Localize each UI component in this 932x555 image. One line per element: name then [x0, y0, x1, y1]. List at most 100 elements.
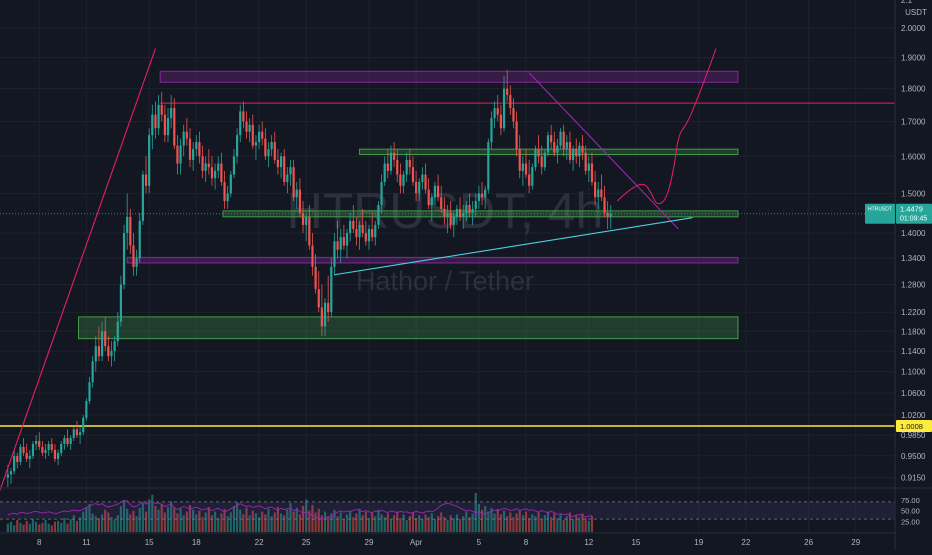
candle-body: [283, 156, 286, 183]
candle-body: [389, 152, 393, 171]
currency-label: USDT: [905, 8, 927, 17]
candle-body: [289, 167, 292, 175]
volume-bar: [521, 515, 524, 532]
price-tick-label: 1.6000: [901, 152, 926, 161]
symbol-label-box: [865, 203, 895, 224]
volume-bar: [201, 517, 204, 532]
symbol-label: HTRUSDT: [868, 207, 892, 213]
candle-body: [468, 205, 471, 213]
candle-body: [60, 443, 63, 453]
candle-body: [188, 138, 192, 160]
volume-bar: [411, 512, 415, 532]
candle-body: [465, 205, 468, 213]
candle-body: [279, 156, 283, 168]
volume-bar: [279, 513, 283, 532]
volume-bar: [245, 507, 248, 532]
volume-bar: [559, 514, 562, 532]
candle-body: [371, 228, 374, 238]
volume-bar: [367, 518, 371, 532]
volume-bar: [314, 512, 317, 532]
volume-bar: [418, 515, 421, 532]
candle-body: [261, 131, 264, 139]
candle-body: [430, 197, 433, 206]
candle-body: [449, 212, 452, 225]
candle-body: [399, 174, 402, 186]
volume-bar: [72, 515, 75, 532]
volume-bar: [173, 507, 176, 532]
volume-bar: [405, 519, 408, 532]
volume-bar: [327, 517, 330, 532]
volume-bar: [484, 506, 487, 532]
volume-bar: [396, 511, 399, 532]
volume-bar: [78, 517, 82, 532]
price-tick-label: 2.0000: [901, 24, 926, 33]
volume-bar: [305, 499, 308, 532]
volume-bar: [122, 500, 126, 532]
volume-bar: [355, 513, 358, 532]
rsi-tick-label: 50.00: [901, 507, 920, 516]
volume-bar: [151, 494, 154, 532]
price-tick-label: 1.1000: [901, 368, 926, 377]
candle-body: [182, 131, 185, 146]
volume-bar: [141, 503, 144, 532]
volume-bar: [333, 509, 336, 532]
candle-body: [286, 174, 289, 183]
volume-bar: [443, 517, 446, 532]
volume-bar: [38, 524, 41, 532]
candle-body: [298, 189, 302, 213]
candle-body: [63, 438, 66, 444]
candle-body: [540, 156, 543, 168]
volume-bar: [509, 512, 512, 532]
volume-bar: [581, 513, 584, 532]
candle-body: [496, 108, 499, 115]
candle-body: [144, 174, 148, 186]
drawing-tools[interactable]: [0, 48, 717, 491]
time-tick-label: 11: [82, 538, 91, 547]
rsi-tick-label: 75.00: [901, 496, 920, 505]
candle-body: [264, 138, 267, 157]
volume-bar: [471, 513, 474, 532]
volume-bar: [75, 520, 79, 532]
volume-bar: [499, 514, 502, 532]
price-tick-label: 1.8000: [901, 85, 926, 94]
trend-line: [0, 48, 156, 491]
volume-bar: [465, 511, 468, 532]
candle-body: [44, 449, 47, 453]
candle-body: [327, 302, 330, 313]
candle-body: [251, 124, 254, 146]
candle-body: [361, 224, 364, 234]
candle-body: [377, 205, 380, 225]
candle-body: [518, 149, 521, 171]
candle-body: [242, 111, 245, 122]
candle-body: [22, 446, 25, 453]
candle-body: [239, 111, 242, 136]
candle-body: [528, 174, 531, 186]
volume-bar: [572, 519, 575, 532]
volume-bar: [235, 502, 239, 532]
indicator-pane: [0, 493, 895, 532]
volume-bar: [232, 506, 236, 532]
time-tick-label: 19: [694, 538, 703, 547]
candle-body: [386, 163, 389, 171]
candle-body: [195, 142, 198, 150]
volume-bar: [524, 511, 528, 532]
candle-body: [91, 361, 94, 383]
volume-bar: [6, 523, 9, 532]
candle-body: [317, 289, 320, 308]
candle-body: [396, 159, 399, 175]
volume-bar: [41, 522, 44, 532]
volume-bar: [9, 521, 13, 532]
candle-body: [173, 108, 176, 146]
volume-bar: [148, 499, 151, 532]
price-tick-label: 2.1: [901, 0, 913, 5]
volume-bar: [386, 513, 389, 532]
volume-bar: [289, 503, 292, 532]
volume-bar: [110, 517, 113, 532]
candle-body: [19, 446, 22, 463]
volume-bar: [590, 516, 594, 532]
candle-body: [116, 321, 119, 342]
candle-body: [380, 182, 383, 206]
